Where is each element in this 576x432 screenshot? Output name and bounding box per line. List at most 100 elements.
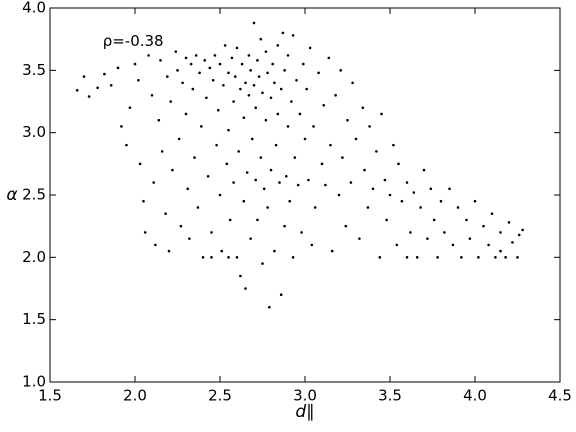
point	[368, 125, 371, 128]
point	[259, 37, 263, 41]
point	[268, 305, 271, 309]
point	[322, 103, 326, 107]
y-tick-label: 1.0	[22, 373, 46, 391]
point	[482, 224, 485, 228]
point	[218, 62, 222, 66]
point	[245, 171, 249, 174]
point	[237, 150, 240, 153]
point	[261, 262, 264, 265]
point	[174, 50, 178, 53]
point	[422, 168, 426, 172]
point	[96, 86, 99, 90]
point	[249, 237, 252, 240]
point	[184, 112, 188, 116]
point	[266, 206, 269, 209]
point	[189, 62, 193, 66]
point	[82, 75, 86, 78]
point	[351, 81, 354, 85]
point	[460, 256, 463, 259]
x-tick-label: 3.5	[378, 387, 402, 405]
point	[302, 62, 305, 66]
point	[220, 249, 223, 253]
point	[194, 54, 198, 57]
point	[215, 143, 218, 147]
point	[293, 156, 297, 159]
point	[205, 96, 208, 100]
point	[256, 59, 259, 62]
point	[283, 224, 286, 228]
point	[128, 106, 132, 110]
point	[281, 31, 285, 35]
point	[300, 231, 303, 234]
point	[346, 118, 349, 122]
point	[504, 256, 507, 259]
point	[312, 125, 315, 128]
x-tick-label: 4.5	[548, 387, 572, 405]
point	[227, 128, 230, 132]
point	[313, 206, 317, 209]
point	[242, 116, 246, 120]
point	[378, 256, 382, 259]
point	[337, 193, 341, 197]
point	[395, 243, 399, 247]
point	[201, 256, 205, 259]
point	[517, 233, 521, 237]
point	[240, 62, 244, 66]
x-tick-label: 2.5	[208, 387, 232, 405]
point	[341, 156, 344, 159]
point	[87, 95, 91, 98]
point	[188, 237, 191, 240]
point	[276, 112, 280, 116]
point	[211, 79, 215, 82]
point	[380, 112, 383, 116]
point	[257, 75, 261, 78]
point	[291, 256, 295, 259]
point	[354, 137, 358, 141]
point	[371, 187, 375, 191]
point	[330, 249, 334, 253]
point	[273, 81, 276, 85]
point	[426, 237, 429, 240]
point	[252, 21, 256, 25]
point	[210, 256, 213, 259]
point	[388, 193, 392, 197]
point	[468, 237, 472, 240]
point	[143, 231, 147, 234]
y-tick-label: 3.0	[22, 123, 46, 141]
point	[230, 56, 234, 60]
point	[432, 218, 436, 222]
point	[264, 118, 268, 122]
point	[247, 93, 251, 97]
point	[232, 181, 235, 184]
point	[234, 75, 237, 78]
point	[269, 96, 273, 100]
x-tick-label: 4.0	[463, 387, 487, 405]
point	[494, 256, 497, 259]
point	[358, 237, 361, 240]
point	[254, 178, 257, 182]
point	[361, 106, 365, 110]
point	[120, 125, 123, 128]
point	[412, 191, 416, 194]
point	[363, 168, 366, 172]
point	[254, 106, 257, 110]
point	[235, 46, 239, 50]
point	[142, 199, 145, 203]
point	[252, 83, 256, 87]
point	[186, 187, 189, 191]
point	[198, 71, 201, 75]
point	[169, 100, 172, 103]
y-tick-label: 1.5	[22, 310, 46, 328]
point	[305, 87, 309, 91]
point	[405, 181, 409, 184]
point	[228, 218, 232, 222]
point	[150, 93, 154, 97]
point	[415, 256, 419, 259]
point	[511, 241, 514, 244]
point	[279, 87, 283, 91]
point	[439, 199, 443, 203]
point	[166, 75, 169, 78]
point	[317, 71, 320, 75]
point	[290, 100, 293, 103]
x-tick-label: 2.0	[123, 387, 147, 405]
